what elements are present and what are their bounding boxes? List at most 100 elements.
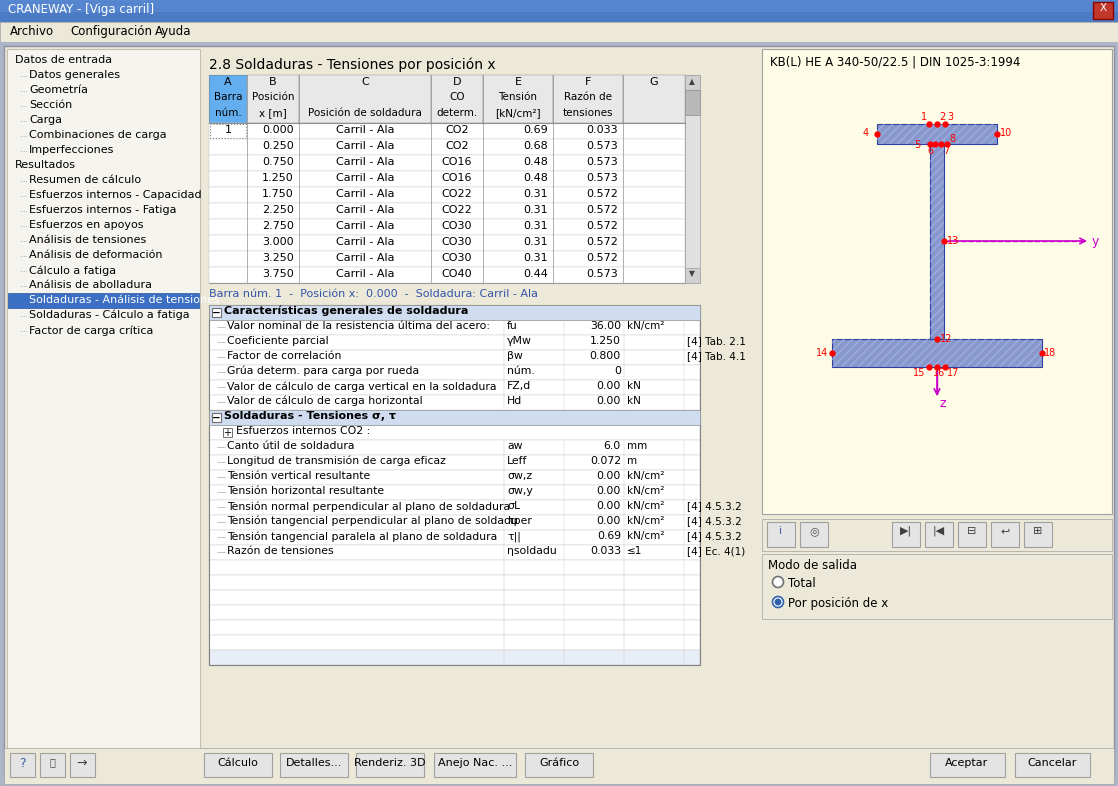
Text: Carril - Ala: Carril - Ala [335,205,395,215]
Text: [4] Ec. 4(1): [4] Ec. 4(1) [686,546,746,556]
Text: 13: 13 [947,236,959,246]
Text: Resumen de cálculo: Resumen de cálculo [29,175,141,185]
Text: Valor de cálculo de carga horizontal: Valor de cálculo de carga horizontal [227,396,423,406]
Text: 0.69: 0.69 [523,125,548,135]
Text: Tensión normal perpendicular al plano de soldadura: Tensión normal perpendicular al plano de… [227,501,510,512]
Text: ↩: ↩ [1001,526,1010,536]
Text: —: — [217,383,226,392]
Text: kN: kN [627,396,641,406]
Text: 0.00: 0.00 [597,486,620,496]
Text: CO16: CO16 [442,173,472,183]
Bar [209,187,685,203]
Text: 17: 17 [947,368,959,378]
Text: Cálculo a fatiga: Cálculo a fatiga [29,265,116,276]
Text: 1.250: 1.250 [590,336,620,346]
Text: x [m]: x [m] [259,108,287,118]
Bar [212,308,221,317]
Text: CO30: CO30 [442,253,472,263]
Bar [0,22,1118,42]
Text: [4] Tab. 2.1: [4] Tab. 2.1 [686,336,746,346]
Text: 3.750: 3.750 [263,269,294,279]
Bar [525,753,593,777]
Bar [832,339,1042,367]
Text: ?: ? [19,757,26,770]
Bar [209,455,700,470]
Bar [209,335,700,350]
Text: Razón de: Razón de [563,92,612,102]
Text: ◎: ◎ [809,526,818,536]
Text: 18: 18 [1044,348,1057,358]
Bar [553,75,623,123]
Text: CO30: CO30 [442,221,472,231]
Bar [800,522,828,547]
Bar [7,49,200,771]
Bar [209,515,700,530]
Text: Barra núm. 1  -  Posición x:  0.000  -  Soldadura: Carril - Ala: Barra núm. 1 - Posición x: 0.000 - Solda… [209,289,538,299]
Text: Archivo: Archivo [10,25,54,38]
Text: CO30: CO30 [442,237,472,247]
Text: 0.750: 0.750 [263,157,294,167]
Bar [209,500,700,515]
Bar [247,75,299,123]
Text: 0.033: 0.033 [590,546,620,556]
Text: X: X [1099,3,1107,13]
Text: 0.573: 0.573 [586,141,618,151]
Bar [209,305,700,665]
Text: ▼: ▼ [689,269,695,278]
Text: CO2: CO2 [445,141,468,151]
Text: Total: Total [788,577,816,590]
Text: ηsoldadu: ηsoldadu [506,546,557,556]
Text: Imperfecciones: Imperfecciones [29,145,114,155]
Text: Cálculo: Cálculo [218,758,258,768]
Text: kN/cm²: kN/cm² [627,321,664,331]
Text: ▲: ▲ [689,77,695,86]
Text: Carril - Ala: Carril - Ala [335,253,395,263]
Text: 12: 12 [940,334,953,344]
Text: ≤1: ≤1 [627,546,643,556]
Text: Leff: Leff [506,456,528,466]
Text: CRANEWAY - [Viga carril]: CRANEWAY - [Viga carril] [8,3,154,16]
Text: 0.250: 0.250 [263,141,294,151]
Text: Carga: Carga [29,115,61,125]
Text: Soldaduras - Análisis de tensiones: Soldaduras - Análisis de tensiones [29,295,220,305]
Bar [212,413,221,422]
Text: 0.572: 0.572 [586,253,618,263]
Bar [209,380,700,395]
Text: CO16: CO16 [442,157,472,167]
Text: Carril - Ala: Carril - Ala [335,189,395,199]
Bar [209,203,685,219]
Text: Gráfico: Gráfico [539,758,579,768]
Text: 0.00: 0.00 [597,381,620,391]
Bar [958,522,986,547]
Text: 0.033: 0.033 [586,125,618,135]
Text: mm: mm [627,441,647,451]
Text: 0.31: 0.31 [523,205,548,215]
Text: 3.000: 3.000 [263,237,294,247]
Text: E: E [514,77,521,87]
Bar [209,171,685,187]
Text: σL: σL [506,501,520,511]
Bar [930,144,944,339]
Text: 36.00: 36.00 [590,321,620,331]
Text: Modo de salida: Modo de salida [768,559,858,572]
Bar [1093,2,1114,19]
Text: —: — [217,323,226,332]
Text: Carril - Ala: Carril - Ala [335,141,395,151]
Text: Carril - Ala: Carril - Ala [335,269,395,279]
Bar [925,522,953,547]
Text: 5: 5 [915,140,920,150]
Bar [0,0,1118,22]
Text: 3: 3 [947,112,954,122]
Text: τper: τper [506,516,532,526]
Text: Longitud de transmisión de carga eficaz: Longitud de transmisión de carga eficaz [227,456,446,467]
Text: —: — [217,398,226,407]
Text: Carril - Ala: Carril - Ala [335,173,395,183]
Text: —: — [217,353,226,362]
Text: Factor de correlación: Factor de correlación [227,351,341,361]
Text: γMw: γMw [506,336,532,346]
Bar [209,320,700,335]
Bar [762,554,1112,619]
Bar [209,75,685,283]
Text: 💾: 💾 [49,757,55,767]
Circle shape [773,576,784,587]
